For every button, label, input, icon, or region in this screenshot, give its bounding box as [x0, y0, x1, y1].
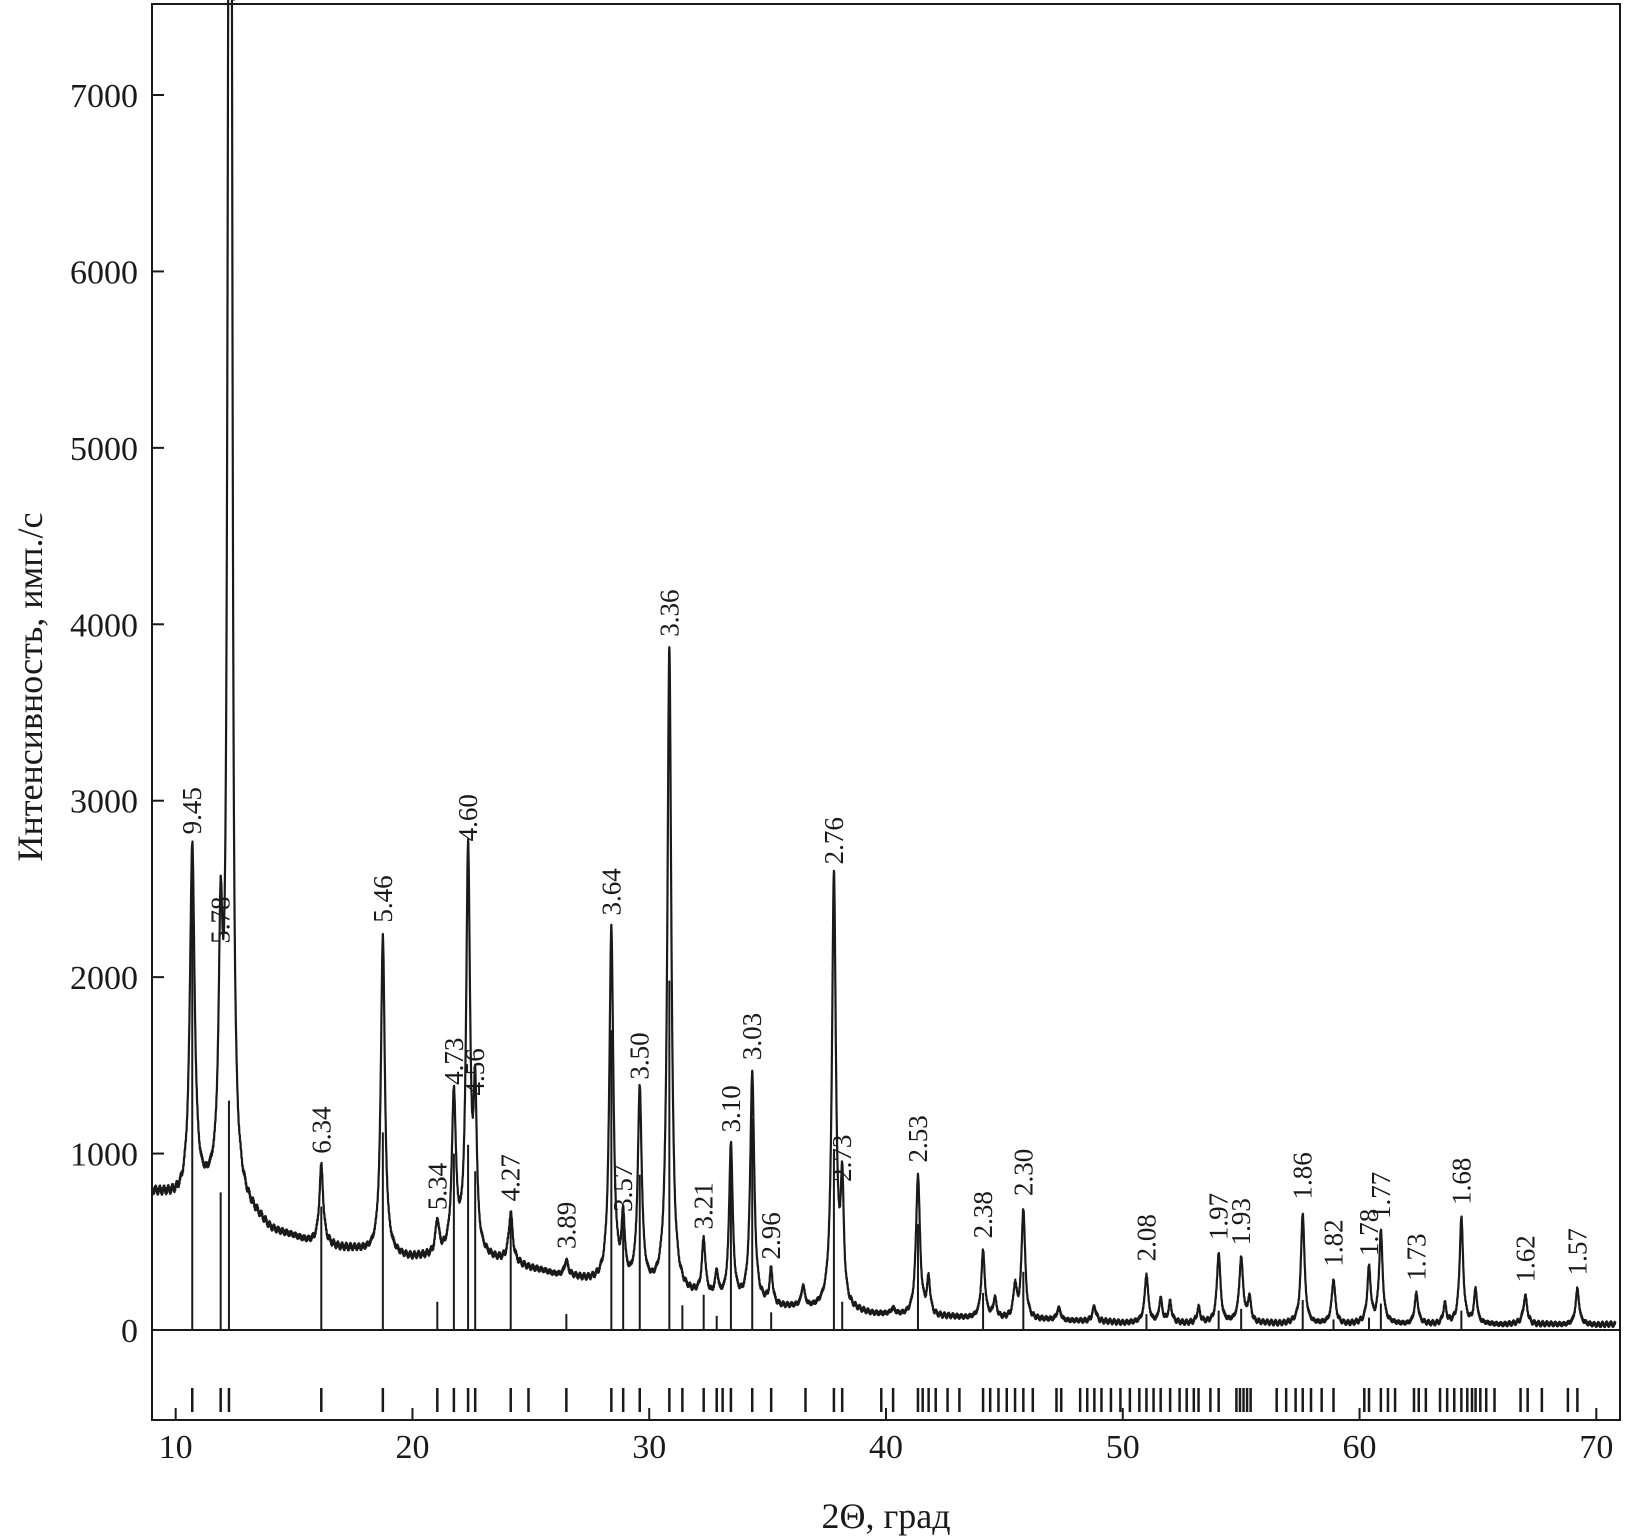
plot-area — [150, 0, 1617, 1412]
y-tick-label: 0 — [121, 1313, 138, 1350]
peak-label: 3.03 — [737, 1013, 767, 1060]
peak-label: 1.93 — [1226, 1198, 1256, 1245]
peak-label: 2.38 — [968, 1191, 998, 1238]
x-tick-label: 40 — [869, 1429, 903, 1466]
peak-label: 2.96 — [756, 1212, 786, 1259]
peak-label: 1.78 — [1354, 1209, 1384, 1256]
peak-label: 3.36 — [654, 590, 684, 637]
x-tick-label: 20 — [395, 1429, 429, 1466]
y-axis-title: Интенсивность, имп./с — [10, 512, 50, 861]
peak-label: 1.68 — [1446, 1158, 1476, 1205]
y-tick-label: 4000 — [70, 607, 138, 644]
peak-label: 6.34 — [306, 1106, 336, 1154]
peak-label: 4.56 — [460, 1048, 490, 1095]
peak-labels: 9.45 5.78 8.27 6.34 5.46 5.34 4.73 4.60 4.56 4.27… — [177, 0, 1592, 1282]
peak-label: 4.73 — [439, 1038, 469, 1085]
peak-label: 4.60 — [453, 794, 483, 841]
peak-label: 3.10 — [716, 1085, 746, 1132]
y-tick-label: 5000 — [70, 431, 138, 468]
peak-label: 5.34 — [422, 1162, 452, 1210]
peak-label: 5.46 — [368, 875, 398, 922]
peak-label: 3.21 — [689, 1182, 719, 1229]
peak-label: 2.08 — [1131, 1214, 1161, 1261]
x-axis-title: 2Θ, град — [821, 1496, 950, 1536]
peak-label: 1.57 — [1562, 1228, 1592, 1275]
y-tick-label: 1000 — [70, 1137, 138, 1174]
peak-label: 2.53 — [903, 1115, 933, 1162]
x-tick-label: 10 — [159, 1429, 193, 1466]
x-tick-label: 50 — [1106, 1429, 1140, 1466]
peak-label: 3.64 — [596, 868, 626, 916]
peak-label: 1.73 — [1401, 1233, 1431, 1280]
peak-label: 5.78 — [206, 896, 236, 943]
peak-label: 2.73 — [827, 1135, 857, 1182]
peak-label: 1.77 — [1366, 1172, 1396, 1219]
peak-label: 3.50 — [625, 1032, 655, 1079]
peak-label: 1.82 — [1319, 1219, 1349, 1266]
diffraction-profile-line — [150, 0, 1617, 1329]
x-tick-label: 30 — [632, 1429, 666, 1466]
x-tick-label: 60 — [1343, 1429, 1377, 1466]
y-tick-label: 2000 — [70, 960, 138, 997]
peak-label: 2.30 — [1008, 1149, 1038, 1196]
axis-ticks: 0 1000 2000 3000 4000 5000 6000 7000 10 20 30 40 50 6… — [70, 78, 1613, 1466]
x-tick-label: 70 — [1579, 1429, 1613, 1466]
y-tick-label: 7000 — [70, 78, 138, 115]
y-tick-label: 6000 — [70, 254, 138, 291]
peak-label: 1.86 — [1288, 1152, 1318, 1199]
peak-label: 4.27 — [496, 1154, 526, 1201]
peak-label: 9.45 — [177, 787, 207, 834]
peak-label: 1.97 — [1204, 1193, 1234, 1240]
peak-label: 3.57 — [608, 1165, 638, 1212]
y-tick-label: 3000 — [70, 784, 138, 821]
peak-label: 8.27 — [214, 0, 244, 2]
peak-label: 2.76 — [819, 817, 849, 864]
peak-label: 3.89 — [551, 1202, 581, 1249]
peak-label: 1.62 — [1510, 1235, 1540, 1282]
